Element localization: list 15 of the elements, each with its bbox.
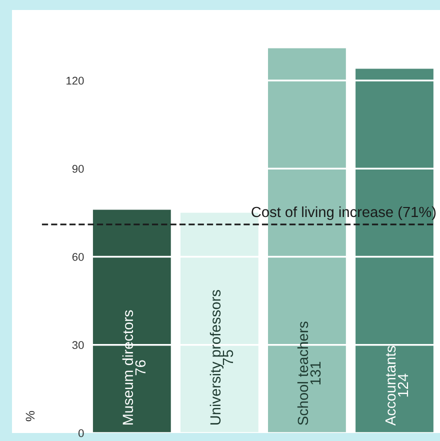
y-tick-label: 90 — [72, 164, 84, 173]
y-axis-title: % — [26, 410, 35, 422]
x-tick-label: Museum directors — [122, 310, 134, 424]
data-label: 76 — [135, 360, 146, 376]
y-tick-label: 120 — [66, 76, 84, 85]
data-label: 124 — [398, 374, 408, 397]
data-label: 131 — [310, 362, 321, 384]
y-tick-label: 0 — [78, 429, 84, 438]
y-tick-label: 30 — [72, 341, 84, 350]
x-tick-label: Accountants — [385, 346, 396, 426]
bar — [92, 210, 171, 433]
x-tick-label: School teachers — [297, 322, 308, 425]
x-tick-label: University professors — [210, 290, 224, 425]
y-tick-label: 60 — [72, 253, 84, 261]
data-label: 75 — [222, 350, 234, 365]
